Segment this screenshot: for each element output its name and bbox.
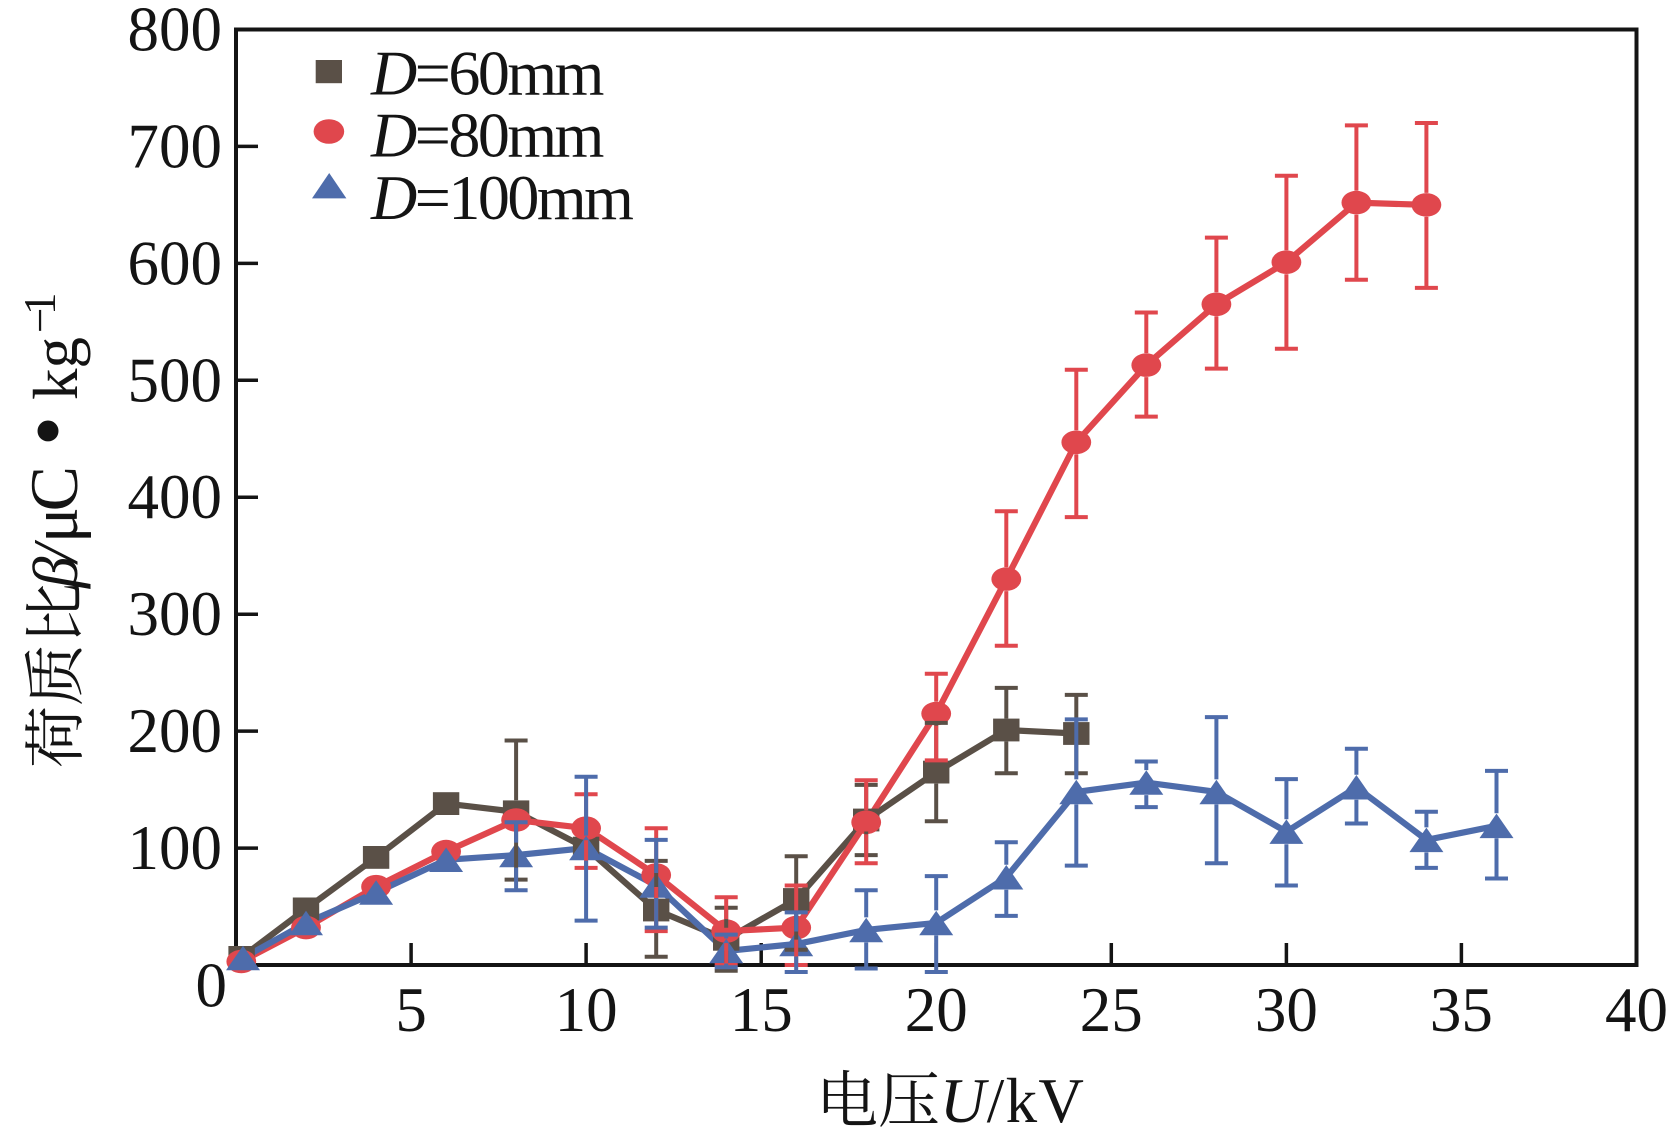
svg-text:400: 400 [128, 462, 223, 532]
svg-text:700: 700 [128, 111, 223, 181]
svg-text:35: 35 [1430, 975, 1493, 1045]
svg-text:U/kV: U/kV [940, 1066, 1085, 1136]
svg-text:40: 40 [1605, 975, 1668, 1045]
svg-text:300: 300 [128, 579, 223, 649]
svg-text:•: • [0, 416, 97, 447]
svg-text:500: 500 [128, 345, 223, 415]
svg-text:600: 600 [128, 228, 223, 298]
svg-text:D=80mm: D=80mm [370, 100, 604, 171]
svg-text:200: 200 [128, 696, 223, 766]
svg-text:100: 100 [128, 813, 223, 883]
svg-text:25: 25 [1080, 975, 1143, 1045]
svg-text:0: 0 [196, 951, 228, 1021]
svg-text:μ: μ [18, 507, 92, 543]
svg-text:D=60mm: D=60mm [370, 38, 604, 109]
svg-text:β: β [21, 556, 91, 590]
svg-text:kg: kg [21, 337, 91, 400]
svg-text:10: 10 [555, 975, 618, 1045]
svg-text:D=100mm: D=100mm [370, 162, 633, 233]
svg-text:−: − [15, 308, 65, 333]
svg-text:1: 1 [15, 293, 65, 316]
svg-text:5: 5 [395, 975, 427, 1045]
svg-text:C: C [16, 466, 92, 511]
svg-text:15: 15 [730, 975, 793, 1045]
svg-text:30: 30 [1255, 975, 1318, 1045]
svg-text:800: 800 [128, 0, 223, 65]
svg-text:20: 20 [905, 975, 968, 1045]
